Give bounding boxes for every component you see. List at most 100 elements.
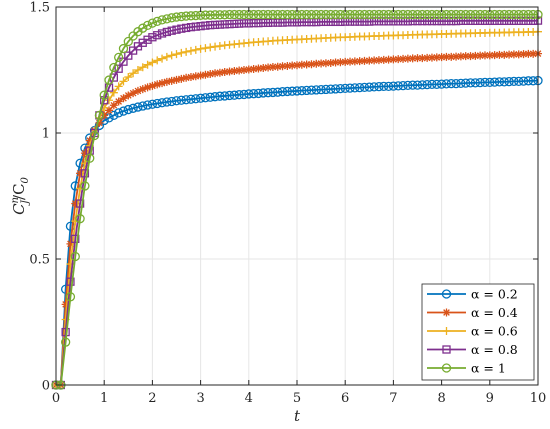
data-point	[129, 89, 138, 98]
data-point	[394, 55, 403, 64]
data-point	[480, 51, 489, 60]
data-point	[244, 19, 253, 28]
data-point	[399, 54, 408, 63]
data-point	[109, 88, 118, 97]
data-point	[206, 20, 215, 30]
data-point	[196, 71, 205, 80]
data-point	[99, 90, 109, 100]
data-point	[65, 292, 76, 302]
data-point	[475, 9, 485, 20]
data-point	[176, 95, 186, 105]
data-point	[489, 9, 500, 20]
data-point	[442, 16, 451, 26]
data-point	[210, 20, 220, 30]
data-point	[133, 102, 143, 112]
data-point	[412, 80, 423, 90]
data-point	[157, 15, 167, 25]
data-point	[128, 46, 138, 55]
data-point	[277, 87, 288, 97]
data-point	[436, 79, 447, 89]
data-point	[215, 91, 225, 101]
data-point	[153, 56, 162, 65]
data-point	[182, 47, 191, 56]
data-point	[370, 56, 379, 65]
data-point	[432, 9, 442, 20]
data-point	[282, 9, 293, 20]
data-point	[152, 16, 162, 27]
data-point	[509, 50, 518, 59]
data-point	[162, 77, 171, 86]
data-point	[374, 81, 384, 92]
legend-item: α = 0.6	[427, 324, 518, 339]
data-point	[181, 11, 191, 21]
data-point	[162, 52, 171, 61]
data-point	[71, 234, 80, 243]
data-point	[258, 9, 268, 20]
data-point	[268, 62, 277, 71]
data-point	[100, 111, 109, 120]
data-point	[263, 18, 273, 28]
data-point	[350, 9, 360, 20]
data-point	[157, 98, 167, 108]
data-point	[441, 9, 452, 20]
data-point	[476, 16, 485, 26]
data-point	[495, 16, 504, 26]
data-point	[124, 73, 133, 82]
data-point	[244, 89, 254, 99]
data-point	[201, 21, 210, 30]
series-2	[52, 49, 542, 389]
legend-label: α = 1	[471, 361, 506, 376]
data-point	[447, 52, 456, 61]
data-point	[326, 58, 335, 67]
data-point	[330, 9, 341, 20]
x-tick-label: 0	[52, 391, 60, 406]
y-axis-label: CnJ/C0	[10, 176, 31, 214]
legend-marker	[442, 308, 451, 317]
tick-marks	[55, 6, 539, 386]
data-point	[447, 16, 456, 26]
data-point	[336, 58, 345, 67]
series-layer	[51, 9, 543, 390]
data-point	[418, 16, 427, 26]
x-tick-label: 10	[530, 391, 547, 406]
data-point	[76, 169, 85, 178]
data-point	[403, 80, 413, 91]
data-point	[206, 70, 215, 79]
data-point	[114, 52, 124, 63]
series-5	[51, 9, 543, 390]
data-point	[412, 9, 423, 20]
data-point	[465, 9, 476, 20]
data-point	[316, 9, 326, 20]
data-point	[297, 60, 306, 69]
data-point	[317, 59, 326, 68]
legend-label: α = 0.2	[471, 287, 518, 302]
data-point	[312, 59, 321, 68]
data-point	[124, 51, 133, 60]
x-tick-label: 3	[196, 391, 204, 406]
data-point	[374, 56, 383, 65]
data-point	[124, 91, 133, 100]
data-point	[264, 63, 273, 72]
data-point	[104, 75, 114, 85]
data-point	[432, 53, 441, 62]
data-point	[490, 51, 499, 60]
data-point	[452, 52, 461, 61]
data-point	[383, 81, 394, 92]
data-point	[418, 54, 427, 63]
data-point	[427, 9, 437, 20]
data-point	[509, 76, 519, 86]
data-point	[215, 10, 225, 20]
y-tick-label: 1.5	[29, 1, 50, 16]
data-point	[485, 16, 494, 26]
data-point	[119, 77, 128, 86]
data-point	[307, 60, 316, 69]
data-point	[75, 214, 85, 224]
legend-box	[421, 283, 535, 381]
x-tick-label: 6	[341, 391, 349, 406]
data-point	[148, 33, 157, 42]
data-point	[94, 110, 105, 121]
data-point	[138, 63, 147, 72]
data-point	[379, 55, 388, 64]
data-point	[171, 12, 182, 22]
data-point	[109, 101, 118, 110]
